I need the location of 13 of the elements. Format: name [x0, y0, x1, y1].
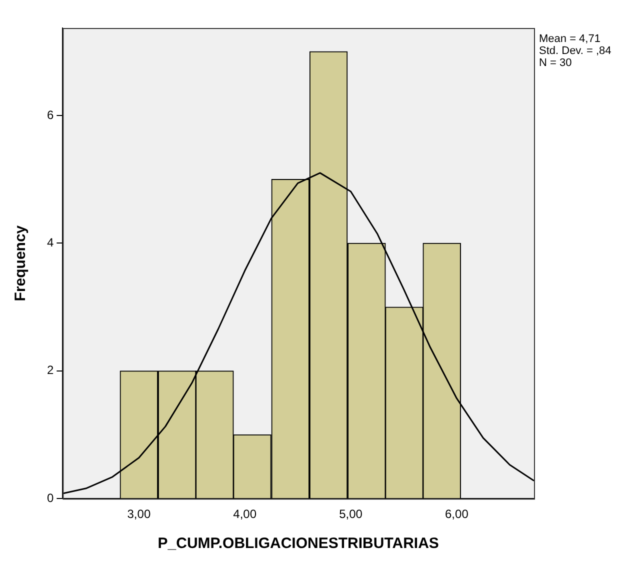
- x-tick-label: 3,00: [127, 507, 151, 522]
- x-axis-title: P_CUMP.OBLIGACIONESTRIBUTARIAS: [158, 535, 439, 552]
- y-tick-label: 4: [46, 236, 54, 250]
- x-tick-label: 4,00: [233, 507, 257, 522]
- x-tick-label: 5,00: [339, 507, 363, 522]
- y-tick-label: 6: [46, 108, 54, 122]
- text: Std. Dev. = ,84: [539, 45, 612, 57]
- y-axis-title: Frequency: [12, 224, 30, 302]
- x-tick-label: 6,00: [445, 507, 469, 522]
- y-tick-label: 2: [46, 363, 54, 378]
- text: Mean = 4,71: [539, 33, 602, 45]
- y-tick-label: 0: [46, 490, 54, 505]
- text: N = 30: [539, 57, 573, 69]
